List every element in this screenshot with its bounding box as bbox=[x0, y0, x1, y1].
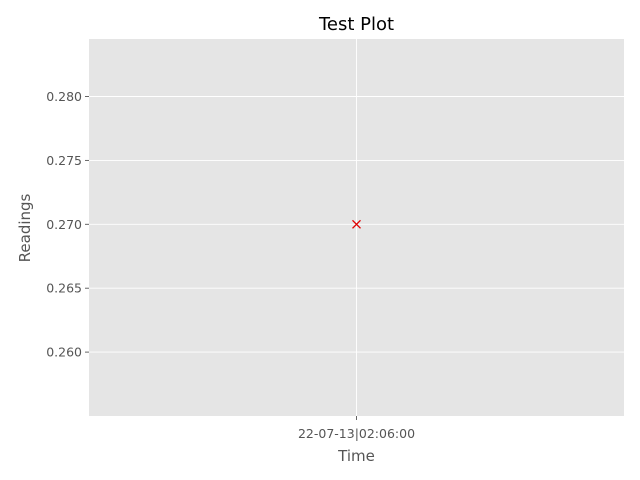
y-axis-ticks: 0.260 0.265 0.270 0.275 0.280 bbox=[46, 89, 89, 360]
data-points bbox=[352, 219, 361, 229]
y-tick-label: 0.270 bbox=[46, 217, 82, 232]
y-tick-label: 0.280 bbox=[46, 89, 82, 104]
y-tick-label: 0.275 bbox=[46, 153, 82, 168]
y-tick-label: 0.265 bbox=[46, 281, 82, 296]
x-axis-ticks: 22-07-13|02:06:00 bbox=[298, 416, 415, 441]
x-axis-label: Time bbox=[337, 447, 375, 465]
y-tick-label: 0.260 bbox=[46, 345, 82, 360]
data-point bbox=[352, 219, 361, 229]
chart-title: Test Plot bbox=[318, 14, 394, 35]
x-tick-label: 22-07-13|02:06:00 bbox=[298, 426, 415, 441]
y-axis-label: Readings bbox=[16, 193, 34, 262]
